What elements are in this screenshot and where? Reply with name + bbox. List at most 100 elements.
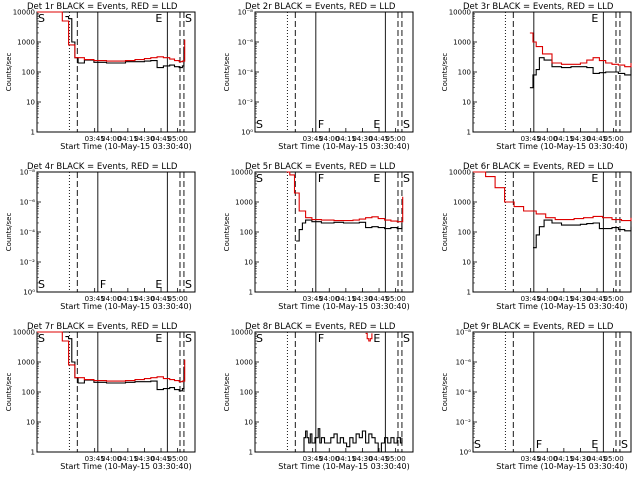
x-tick-label: 03:45: [303, 135, 323, 143]
x-tick-label: 04:30: [134, 455, 154, 463]
lld-series-line: [473, 171, 632, 222]
plot-frame: [472, 331, 632, 453]
y-tick-label: 10000: [231, 329, 253, 337]
x-axis-label: Start Time (10-May-15 03:30:40): [496, 142, 627, 151]
x-tick-label: 04:00: [319, 455, 339, 463]
x-tick-label: 04:30: [570, 455, 590, 463]
plot-frame: [472, 171, 632, 293]
events-series-line: [533, 219, 632, 249]
x-axis-label: Start Time (10-May-15 03:30:40): [60, 302, 191, 311]
y-tick-label: 10⁰: [241, 129, 253, 137]
y-tick-label: 10⁻⁴: [456, 389, 472, 397]
x-tick-label: 04:15: [336, 455, 356, 463]
plot-frame: [36, 11, 196, 133]
chart-panel: Det 7r BLACK = Events, RED = LLD 1 10 100 10…: [5, 322, 196, 471]
chart-panel: Det 5r BLACK = Events, RED = LLD 1 10 100 10…: [223, 162, 414, 311]
x-tick-label: 04:45: [369, 455, 389, 463]
flag-label-e: E: [591, 12, 598, 25]
flag-label-s2: S: [185, 12, 192, 25]
y-tick-label: 100: [458, 69, 471, 77]
flag-label-e: E: [591, 438, 598, 451]
plot-frame: [254, 171, 414, 293]
y-tick-label: 1: [249, 449, 253, 457]
x-tick-label: 03:45: [85, 295, 105, 303]
flag-label-s: S: [38, 278, 45, 291]
y-tick-label: 100: [22, 389, 35, 397]
x-tick-label: 05:00: [604, 295, 624, 303]
y-tick-label: 10: [244, 419, 253, 427]
x-tick-label: 04:00: [537, 295, 557, 303]
flag-label-f: F: [318, 118, 324, 131]
y-tick-label: 10000: [449, 9, 471, 17]
flag-label-f: F: [536, 438, 542, 451]
y-axis-label: Counts/sec: [5, 53, 13, 92]
x-axis-label: Start Time (10-May-15 03:30:40): [496, 302, 627, 311]
x-axis-label: Start Time (10-May-15 03:30:40): [60, 142, 191, 151]
y-tick-label: 10: [462, 99, 471, 107]
y-tick-label: 100: [240, 389, 253, 397]
y-tick-label: 10: [26, 419, 35, 427]
x-tick-label: 04:15: [336, 295, 356, 303]
y-tick-label: 1000: [453, 39, 471, 47]
chart-title: Det 2r BLACK = Events, RED = LLD: [245, 2, 396, 12]
flag-label-s: S: [38, 12, 45, 25]
flag-label-f: F: [318, 332, 324, 345]
lld-series-line: [529, 32, 632, 68]
events-series-line: [302, 428, 403, 453]
y-tick-label: 10⁰: [23, 289, 35, 297]
chart-title: Det 3r BLACK = Events, RED = LLD: [463, 2, 614, 12]
x-tick-label: 04:30: [352, 455, 372, 463]
x-tick-label: 04:45: [587, 455, 607, 463]
chart-title: Det 8r BLACK = Events, RED = LLD: [245, 322, 396, 332]
flag-label-s2: S: [185, 278, 192, 291]
y-tick-label: 1: [467, 289, 471, 297]
flag-label-s2: S: [403, 172, 410, 185]
x-tick-label: 04:45: [369, 135, 389, 143]
plot-frame: [36, 331, 196, 453]
x-tick-label: 04:15: [554, 135, 574, 143]
x-tick-label: 04:30: [352, 295, 372, 303]
flag-label-s: S: [256, 172, 263, 185]
y-tick-label: 10000: [449, 169, 471, 177]
x-tick-label: 03:45: [521, 135, 541, 143]
y-tick-label: 10⁻⁸: [238, 9, 254, 17]
events-series-line: [529, 57, 632, 89]
y-tick-label: 100: [22, 69, 35, 77]
x-axis-label: Start Time (10-May-15 03:30:40): [278, 142, 409, 151]
x-tick-label: 05:00: [386, 135, 406, 143]
y-tick-label: 1: [249, 289, 253, 297]
y-tick-label: 1: [31, 129, 35, 137]
x-tick-label: 04:30: [570, 135, 590, 143]
lld-series-line: [365, 332, 373, 342]
y-tick-label: 10⁻²: [238, 99, 254, 107]
x-tick-label: 05:00: [386, 295, 406, 303]
chart-panel: Det 1r BLACK = Events, RED = LLD 1 10 100 10…: [5, 2, 196, 151]
flag-label-s2: S: [403, 118, 410, 131]
y-tick-label: 1000: [235, 199, 253, 207]
y-tick-label: 10: [462, 259, 471, 267]
x-tick-label: 04:00: [537, 455, 557, 463]
x-axis-label: Start Time (10-May-15 03:30:40): [60, 462, 191, 471]
flag-label-s: S: [474, 438, 481, 451]
y-tick-label: 10⁻⁴: [238, 69, 254, 77]
y-tick-label: 10⁻⁸: [456, 329, 472, 337]
x-tick-label: 05:00: [604, 455, 624, 463]
x-tick-label: 04:30: [570, 295, 590, 303]
lld-series-line: [37, 331, 186, 383]
y-tick-label: 10⁻⁶: [456, 359, 472, 367]
x-tick-label: 03:45: [85, 135, 105, 143]
y-tick-label: 10: [244, 259, 253, 267]
x-tick-label: 03:45: [303, 455, 323, 463]
y-axis-label: Counts/sec: [441, 53, 449, 92]
lld-series-line: [286, 171, 404, 223]
x-tick-label: 04:15: [554, 455, 574, 463]
chart-title: Det 9r BLACK = Events, RED = LLD: [463, 322, 614, 332]
y-axis-label: Counts/sec: [5, 213, 13, 252]
flag-label-e: E: [373, 332, 380, 345]
x-tick-label: 04:00: [537, 135, 557, 143]
x-tick-label: 04:30: [134, 295, 154, 303]
flag-label-f: F: [100, 278, 106, 291]
x-tick-label: 05:00: [386, 455, 406, 463]
x-tick-label: 04:15: [336, 135, 356, 143]
